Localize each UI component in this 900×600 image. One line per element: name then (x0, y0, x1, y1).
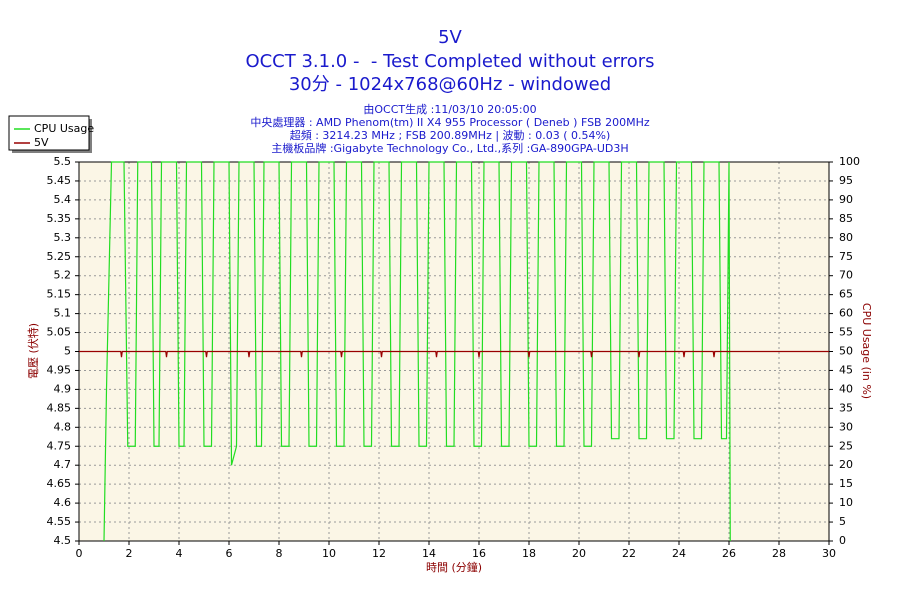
y2-tick-label: 25 (839, 439, 853, 452)
y-axis-label: 電壓 (伏特) (26, 323, 40, 379)
x-tick-label: 0 (76, 547, 83, 560)
x-tick-label: 26 (722, 547, 736, 560)
y2-tick-label: 35 (839, 401, 853, 414)
series-line (103, 161, 731, 542)
y-tick-label: 4.9 (54, 382, 72, 395)
x-tick-label: 28 (772, 547, 786, 560)
x-tick-label: 24 (672, 547, 686, 560)
info-line: 中央處理器 : AMD Phenom(tm) II X4 955 Process… (250, 115, 650, 129)
y2-tick-label: 100 (839, 155, 860, 168)
x-tick-label: 30 (822, 547, 836, 560)
y-tick-label: 5.4 (54, 193, 72, 206)
y-tick-label: 4.85 (47, 401, 72, 414)
y2-tick-label: 95 (839, 174, 853, 187)
y-tick-label: 4.55 (47, 515, 72, 528)
x-axis-label: 時間 (分鐘) (426, 560, 482, 574)
y2-tick-label: 60 (839, 307, 853, 320)
x-tick-label: 2 (126, 547, 133, 560)
legend-label: CPU Usage (34, 122, 94, 135)
series-line (79, 350, 829, 358)
y-tick-label: 5.05 (47, 326, 72, 339)
y2-tick-label: 75 (839, 250, 853, 263)
y-tick-label: 4.5 (54, 534, 72, 547)
y-tick-label: 5.45 (47, 174, 72, 187)
y2-axis-label: CPU Usage (in %) (860, 303, 873, 399)
subtitle: 30分 - 1024x768@60Hz - windowed (289, 74, 611, 95)
x-tick-label: 12 (372, 547, 386, 560)
y2-tick-label: 5 (839, 515, 846, 528)
y2-tick-label: 10 (839, 496, 853, 509)
y2-tick-label: 20 (839, 458, 853, 471)
y-tick-label: 5 (64, 345, 71, 358)
y-tick-label: 4.7 (54, 458, 72, 471)
y2-tick-label: 30 (839, 420, 853, 433)
y2-tick-label: 90 (839, 193, 853, 206)
y-tick-label: 4.65 (47, 477, 72, 490)
x-tick-label: 16 (472, 547, 486, 560)
x-tick-label: 6 (226, 547, 233, 560)
y2-tick-label: 15 (839, 477, 853, 490)
y2-tick-label: 70 (839, 269, 853, 282)
legend-box (8, 115, 90, 151)
y-tick-label: 5.35 (47, 212, 72, 225)
x-tick-label: 20 (572, 547, 586, 560)
info-line: 超頻 : 3214.23 MHz ; FSB 200.89MHz | 波動 : … (290, 128, 611, 142)
y-tick-label: 5.15 (47, 288, 72, 301)
info-line: 主機板品牌 :Gigabyte Technology Co., Ltd.,系列 … (271, 141, 628, 155)
x-tick-label: 8 (276, 547, 283, 560)
x-tick-label: 22 (622, 547, 636, 560)
y2-tick-label: 55 (839, 326, 853, 339)
y2-tick-label: 50 (839, 345, 853, 358)
y-tick-label: 5.2 (54, 269, 72, 282)
y2-tick-label: 80 (839, 231, 853, 244)
x-tick-label: 18 (522, 547, 536, 560)
y-tick-label: 5.5 (54, 155, 72, 168)
y2-tick-label: 65 (839, 288, 853, 301)
y2-tick-label: 40 (839, 382, 853, 395)
chart-title: 5V (438, 27, 462, 48)
legend-label: 5V (34, 136, 49, 149)
y-tick-label: 4.75 (47, 439, 72, 452)
y-tick-label: 5.1 (54, 307, 72, 320)
y-tick-label: 4.6 (54, 496, 72, 509)
y-tick-label: 5.25 (47, 250, 72, 263)
y2-tick-label: 45 (839, 363, 853, 376)
x-tick-label: 14 (422, 547, 436, 560)
x-tick-label: 4 (176, 547, 183, 560)
subtitle: OCCT 3.1.0 - - Test Completed without er… (245, 51, 654, 72)
x-tick-label: 10 (322, 547, 336, 560)
y2-tick-label: 0 (839, 534, 846, 547)
y-tick-label: 4.8 (54, 420, 72, 433)
y2-tick-label: 85 (839, 212, 853, 225)
y-tick-label: 4.95 (47, 363, 72, 376)
info-line: 由OCCT生成 :11/03/10 20:05:00 (363, 102, 536, 116)
y-tick-label: 5.3 (54, 231, 72, 244)
